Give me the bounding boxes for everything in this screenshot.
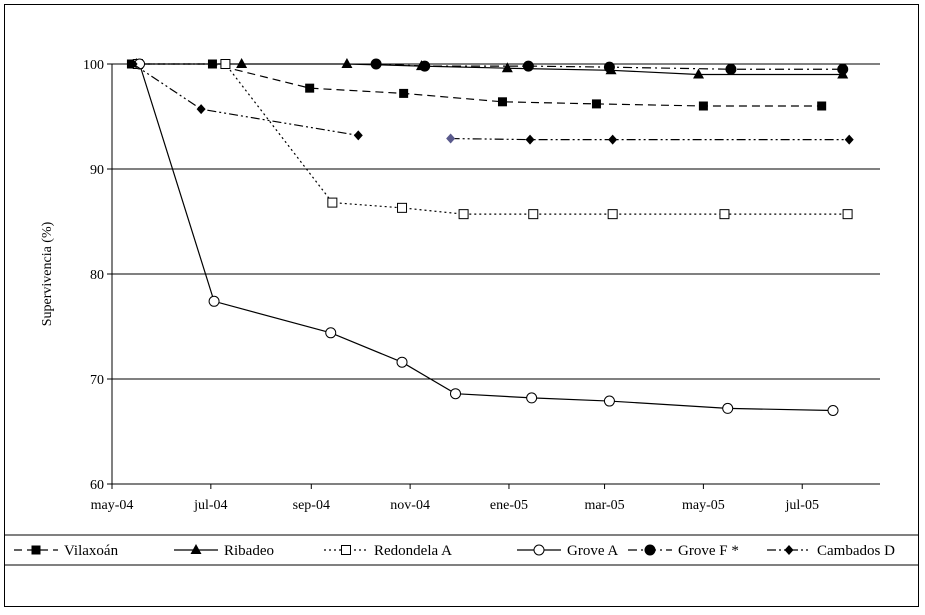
gridlines <box>112 63 880 380</box>
series-line <box>131 63 822 107</box>
legend-label: Grove A <box>567 543 618 559</box>
data-point <box>522 60 534 72</box>
x-tick-label: jul-04 <box>193 498 227 513</box>
legend-marker <box>341 545 351 555</box>
y-axis-title: Supervivencia (%) <box>40 221 55 326</box>
data-point <box>396 356 408 368</box>
series-group <box>126 58 854 416</box>
data-point <box>446 133 456 144</box>
y-tick-label: 80 <box>90 268 104 283</box>
data-point <box>236 58 248 68</box>
data-point <box>397 202 408 213</box>
series-grove-a <box>134 58 839 416</box>
legend-label: Grove F * <box>678 543 739 559</box>
y-tick-label: 70 <box>90 373 104 388</box>
chart-frame <box>4 4 919 607</box>
series-line <box>137 63 848 215</box>
x-tick-label: nov-04 <box>390 498 430 513</box>
series-ribadeo <box>130 58 849 79</box>
data-point <box>501 62 513 73</box>
data-point <box>220 59 231 69</box>
data-point <box>449 388 461 400</box>
data-point <box>719 209 730 220</box>
x-tick-label: mar-05 <box>584 498 624 513</box>
data-point <box>526 392 538 404</box>
series-line <box>138 63 834 412</box>
data-point <box>607 209 618 220</box>
series-cambados-d <box>128 59 854 145</box>
data-point <box>528 209 539 220</box>
data-point <box>497 97 507 107</box>
tick-labels: 60 70 80 90 100 may-04 jul-04 sep-04 nov-04 ene-0… <box>83 58 819 513</box>
data-point <box>327 197 338 208</box>
legend-marker <box>31 545 41 555</box>
series-redondela-a <box>132 59 853 220</box>
data-point <box>608 134 618 145</box>
series-line <box>132 63 359 136</box>
x-tick-label: jul-05 <box>785 498 819 513</box>
data-point <box>827 405 839 416</box>
data-point <box>603 61 615 73</box>
y-tick-label: 60 <box>90 478 104 493</box>
data-point <box>817 101 827 111</box>
data-point <box>525 134 535 145</box>
y-tick-label: 90 <box>90 163 104 178</box>
data-point <box>341 58 353 68</box>
x-tick-label: may-04 <box>91 498 134 513</box>
data-point <box>844 134 854 145</box>
legend-marker <box>533 544 545 556</box>
series-grove-f <box>370 58 849 75</box>
data-point <box>305 83 315 93</box>
data-point <box>698 101 708 111</box>
legend-marker <box>190 544 202 554</box>
series-line <box>450 137 850 141</box>
legend-label: Redondela A <box>374 543 452 559</box>
data-point <box>208 295 220 307</box>
axes <box>107 63 880 489</box>
legend: Vilaxoán Ribadeo Redondela A Grove A Grove F… <box>4 534 919 566</box>
data-point <box>842 209 853 220</box>
data-point <box>128 59 138 69</box>
legend-marker <box>644 544 656 556</box>
legend-label: Vilaxoán <box>64 543 119 559</box>
data-point <box>693 68 705 79</box>
legend-label: Ribadeo <box>224 543 274 559</box>
data-point <box>419 60 431 72</box>
data-point <box>458 209 469 220</box>
data-point <box>353 130 363 141</box>
data-point <box>399 88 409 98</box>
legend-label: Cambados D <box>817 543 895 559</box>
data-point <box>325 327 337 339</box>
data-point <box>603 395 615 407</box>
data-point <box>196 104 206 115</box>
data-point <box>837 63 849 75</box>
y-tick-label: 100 <box>83 58 104 73</box>
legend-marker <box>784 545 794 555</box>
data-point <box>370 58 382 70</box>
data-point <box>591 99 601 109</box>
data-point <box>722 402 734 414</box>
series-line <box>376 63 843 70</box>
data-point <box>725 63 737 75</box>
x-tick-label: sep-04 <box>293 498 330 513</box>
series-line <box>136 63 843 76</box>
x-tick-label: ene-05 <box>490 498 528 513</box>
x-tick-label: may-05 <box>682 498 725 513</box>
